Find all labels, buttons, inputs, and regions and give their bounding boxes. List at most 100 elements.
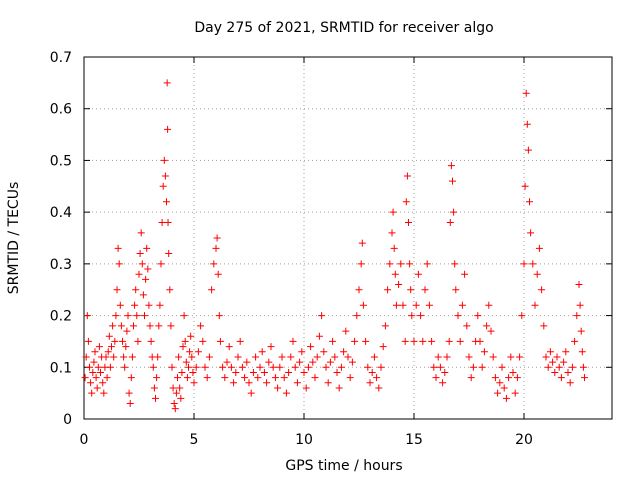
data-point xyxy=(83,312,91,320)
data-point xyxy=(223,358,231,366)
data-point xyxy=(397,260,405,268)
data-point xyxy=(89,368,97,376)
data-point xyxy=(408,312,416,320)
data-point xyxy=(174,374,181,382)
data-point xyxy=(221,374,229,382)
data-point xyxy=(326,358,334,366)
y-tick-label: 0.7 xyxy=(50,50,72,66)
y-tick-label: 0.3 xyxy=(50,257,72,273)
data-point xyxy=(203,374,211,382)
data-point xyxy=(403,172,411,180)
data-point xyxy=(219,363,227,371)
data-point xyxy=(307,343,315,351)
data-point xyxy=(480,348,488,356)
data-point xyxy=(287,353,295,361)
data-point xyxy=(254,374,262,382)
data-point xyxy=(388,229,396,237)
data-point xyxy=(357,260,365,268)
data-point xyxy=(573,312,581,320)
data-point xyxy=(194,348,202,356)
data-point xyxy=(391,270,399,278)
data-point xyxy=(163,79,171,87)
data-point xyxy=(137,229,145,237)
data-point xyxy=(260,368,268,376)
data-point xyxy=(313,353,321,361)
data-point xyxy=(368,368,376,376)
data-point xyxy=(366,379,374,387)
data-point xyxy=(298,348,306,356)
data-point xyxy=(86,363,93,371)
data-point xyxy=(476,337,484,345)
data-point xyxy=(315,332,323,340)
data-point xyxy=(214,270,222,278)
grid-lines xyxy=(84,57,612,419)
data-point xyxy=(164,125,172,133)
data-point xyxy=(130,322,137,330)
data-point xyxy=(386,260,394,268)
data-point xyxy=(335,384,343,392)
data-point xyxy=(412,301,420,309)
data-point xyxy=(123,327,131,335)
data-point xyxy=(546,348,554,356)
data-point xyxy=(452,286,460,294)
data-point xyxy=(225,343,233,351)
data-point xyxy=(370,353,378,361)
data-point xyxy=(199,337,207,345)
data-point xyxy=(136,250,144,258)
data-point xyxy=(527,229,535,237)
data-point xyxy=(189,368,197,376)
data-point xyxy=(304,363,312,371)
data-point xyxy=(551,368,559,376)
data-point xyxy=(164,218,172,226)
data-point xyxy=(414,270,422,278)
data-point xyxy=(247,389,255,397)
data-point xyxy=(309,358,317,366)
data-point xyxy=(300,368,308,376)
data-point xyxy=(104,348,112,356)
data-point xyxy=(152,394,159,402)
data-point xyxy=(405,218,412,226)
data-point xyxy=(520,260,528,268)
data-point xyxy=(100,389,108,397)
y-tick-label: 0.5 xyxy=(50,153,72,169)
data-point xyxy=(291,363,299,371)
x-tick-label: 10 xyxy=(295,432,313,448)
data-point xyxy=(278,353,286,361)
data-point xyxy=(581,374,588,382)
data-point xyxy=(171,405,179,413)
data-point xyxy=(342,327,350,335)
data-point xyxy=(364,363,372,371)
data-point xyxy=(450,208,458,216)
data-point xyxy=(500,384,508,392)
data-point xyxy=(535,244,543,252)
data-point xyxy=(451,260,459,268)
data-point xyxy=(156,301,164,309)
data-point xyxy=(402,198,410,206)
data-point xyxy=(188,353,196,361)
data-point xyxy=(390,244,398,252)
data-point xyxy=(210,260,218,268)
data-point xyxy=(419,337,427,345)
data-point xyxy=(377,363,385,371)
data-point xyxy=(337,363,345,371)
data-point xyxy=(238,363,246,371)
data-point xyxy=(158,218,166,226)
data-point xyxy=(469,363,477,371)
data-point xyxy=(154,353,162,361)
data-point xyxy=(421,286,429,294)
data-point xyxy=(182,358,190,366)
data-point xyxy=(133,312,141,320)
data-point xyxy=(243,358,251,366)
data-point xyxy=(267,343,275,351)
data-point xyxy=(351,337,359,345)
data-point xyxy=(320,348,328,356)
data-point xyxy=(116,301,124,309)
data-point xyxy=(498,363,506,371)
data-point xyxy=(271,374,279,382)
data-point xyxy=(139,291,147,299)
data-point xyxy=(428,337,436,345)
data-point xyxy=(566,379,574,387)
data-point xyxy=(201,363,209,371)
x-axis-label: GPS time / hours xyxy=(285,458,402,474)
data-point xyxy=(399,301,407,309)
